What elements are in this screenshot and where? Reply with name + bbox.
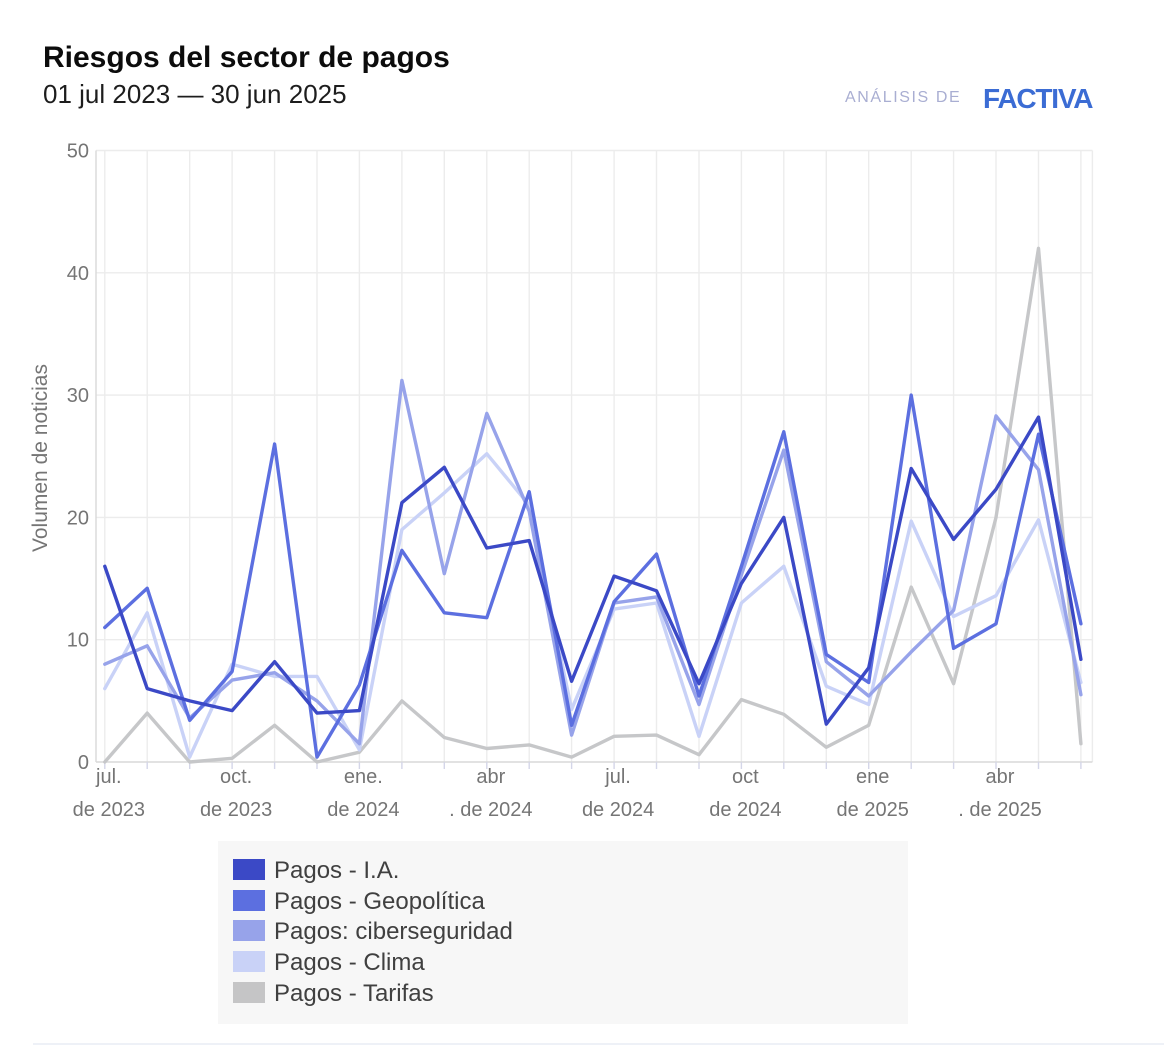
svg-text:oct: oct [732,766,759,788]
svg-text:oct.: oct. [220,766,252,788]
svg-text:50: 50 [67,141,89,163]
svg-text:jul.: jul. [95,766,122,788]
svg-text:de 2024: de 2024 [582,799,654,821]
svg-text:abr: abr [476,766,505,788]
svg-text:0: 0 [78,752,89,774]
svg-text:abr: abr [986,766,1015,788]
svg-text:. de 2024: . de 2024 [449,799,532,821]
svg-text:ene.: ene. [344,766,383,788]
svg-text:de 2024: de 2024 [327,799,399,821]
svg-text:ene: ene [856,766,889,788]
svg-text:30: 30 [67,385,89,407]
svg-text:20: 20 [67,507,89,529]
svg-text:de 2023: de 2023 [73,799,145,821]
svg-text:. de 2025: . de 2025 [958,799,1041,821]
svg-text:Volumen de noticias: Volumen de noticias [29,364,52,552]
svg-text:de 2023: de 2023 [200,799,272,821]
svg-text:10: 10 [67,630,89,652]
svg-text:de 2024: de 2024 [709,799,781,821]
svg-text:jul.: jul. [604,766,631,788]
svg-text:de 2025: de 2025 [837,799,909,821]
svg-text:40: 40 [67,263,89,285]
